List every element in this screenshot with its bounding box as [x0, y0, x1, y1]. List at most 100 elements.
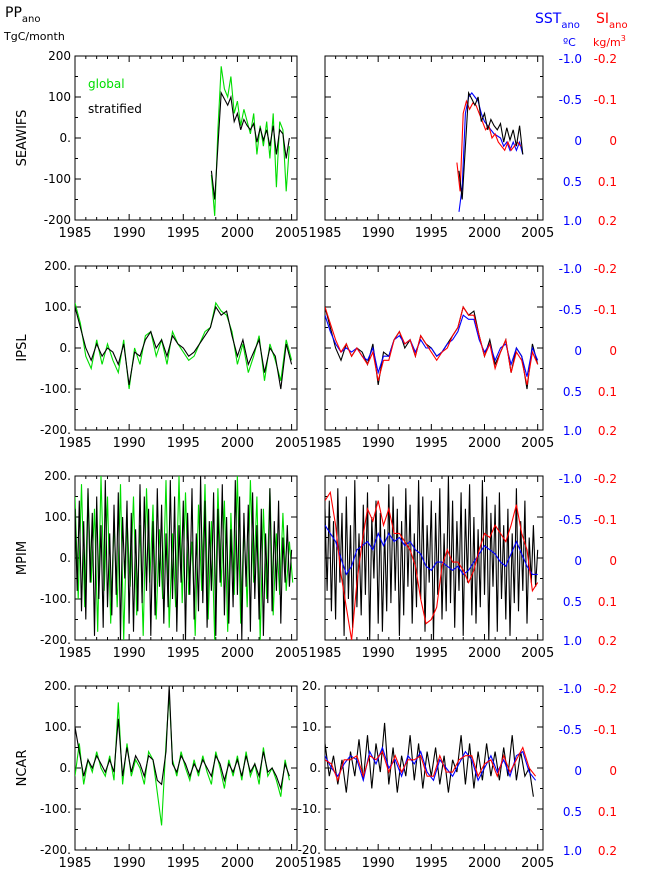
sst-scale-label: -0.5	[559, 93, 582, 107]
panel-ipsl-left: 200. 100. 0. -100. -200.1985 1990 1995 2000 2005…	[15, 259, 308, 451]
series-si	[325, 305, 539, 386]
y-tick-label: 0.	[60, 131, 71, 145]
x-tick-label: 2005	[275, 646, 308, 661]
sst-scale-label: 0	[574, 764, 582, 778]
si-scale-label: 0.2	[598, 424, 617, 438]
pp-title: PPano	[5, 5, 40, 25]
series-sst	[325, 314, 539, 377]
sst-scale-label: 0.5	[563, 805, 582, 819]
x-tick-label: 2000	[221, 856, 254, 871]
series-pp	[325, 476, 539, 640]
si-scale-label: -0.1	[594, 93, 617, 107]
si-scale-label: 0.2	[598, 214, 617, 228]
sst-scale-label: 0.5	[563, 385, 582, 399]
si-scale-label: -0.1	[594, 513, 617, 527]
x-tick-label: 1990	[362, 646, 395, 661]
si-scale-label: -0.2	[594, 682, 617, 696]
si-scale-label: -0.1	[594, 303, 617, 317]
si-title: SIano	[596, 11, 628, 31]
panel-seawifs-right: 1985 1990 1995 2000 2005 -1.0 -0.2 -0.5 -0.1 0 0 0.…	[308, 52, 617, 241]
x-tick-label: 2000	[468, 226, 501, 241]
legend-global: global	[88, 77, 125, 91]
sst-scale-label: 1.0	[563, 634, 582, 648]
x-tick-label: 1990	[113, 856, 146, 871]
si-scale-label: 0	[609, 344, 617, 358]
x-tick-label: 1985	[58, 646, 91, 661]
si-scale-label: 0.1	[598, 805, 617, 819]
x-tick-label: 1995	[167, 226, 200, 241]
sst-title: SSTano	[535, 11, 580, 31]
y-tick-label: -10.	[298, 802, 321, 816]
x-tick-label: 2005	[275, 436, 308, 451]
panel-ncar-right: 20. 10. 0. -10. -20.1985 1990 1995 2000 2005 -1.0…	[298, 679, 617, 871]
x-tick-label: 1990	[362, 226, 395, 241]
x-tick-label: 1995	[415, 436, 448, 451]
series-global	[75, 301, 293, 390]
x-tick-label: 2005	[521, 856, 554, 871]
sst-scale-label: -0.5	[559, 303, 582, 317]
si-scale-label: -0.2	[594, 262, 617, 276]
panel-mpim-right: 1985 1990 1995 2000 2005 -1.0 -0.2 -0.5 -0.1 0 0 0.…	[308, 472, 617, 661]
x-tick-label: 2005	[521, 226, 554, 241]
x-tick-label: 1985	[58, 856, 91, 871]
si-scale-label: -0.1	[594, 723, 617, 737]
panel-ncar-left: 200. 100. 0. -100. -200.1985 1990 1995 2000 2005…	[15, 679, 308, 871]
panel-ipsl-right: 1985 1990 1995 2000 2005 -1.0 -0.2 -0.5 -0.1 0 0 0.…	[308, 262, 617, 451]
y-tick-label: -100	[44, 172, 71, 186]
y-tick-label: 10.	[302, 720, 321, 734]
x-tick-label: 2005	[275, 856, 308, 871]
x-tick-label: 1985	[308, 856, 341, 871]
y-tick-label: 0.	[60, 341, 71, 355]
si-unit: kg/m3	[593, 34, 626, 49]
x-tick-label: 1990	[362, 436, 395, 451]
x-tick-label: 2000	[221, 646, 254, 661]
y-tick-label: -100.	[40, 592, 71, 606]
x-tick-label: 1990	[362, 856, 395, 871]
plot-frame	[324, 685, 544, 851]
si-scale-label: 0	[609, 554, 617, 568]
y-tick-label: 100.	[44, 300, 71, 314]
y-tick-label: 100.	[44, 510, 71, 524]
panel-mpim-left: 200. 100. 0. -100. -200.1985 1990 1995 2000 2005…	[15, 469, 308, 661]
si-scale-label: 0	[609, 134, 617, 148]
y-tick-label: -20.	[298, 843, 321, 857]
sst-scale-label: -1.0	[559, 682, 582, 696]
series-sst	[325, 524, 538, 576]
x-tick-label: 1995	[167, 856, 200, 871]
x-tick-label: 1990	[113, 646, 146, 661]
x-tick-label: 1985	[58, 226, 91, 241]
sst-scale-label: -1.0	[559, 472, 582, 486]
sst-scale-label: 1.0	[563, 844, 582, 858]
sst-scale-label: 0	[574, 344, 582, 358]
x-tick-label: 1995	[167, 646, 200, 661]
si-scale-label: 0	[609, 764, 617, 778]
y-tick-label: -200.	[40, 633, 71, 647]
y-tick-label: -100.	[40, 802, 71, 816]
x-tick-label: 1985	[308, 436, 341, 451]
x-tick-label: 1990	[113, 436, 146, 451]
row-label: IPSL	[15, 334, 30, 362]
x-tick-label: 2000	[221, 436, 254, 451]
row-label: SEAWIFS	[15, 110, 30, 167]
x-tick-label: 2000	[468, 856, 501, 871]
y-tick-label: 20.	[302, 679, 321, 693]
y-tick-label: 0.	[60, 551, 71, 565]
y-tick-label: 0.	[60, 761, 71, 775]
series-stratified	[210, 90, 290, 200]
x-tick-label: 2005	[275, 226, 308, 241]
row-label: NCAR	[15, 750, 30, 787]
header: PPano TgC/month SSTano ºC SIano kg/m3	[3, 5, 628, 49]
y-tick-label: -200	[44, 213, 71, 227]
y-tick-label: -200.	[40, 843, 71, 857]
x-tick-label: 1995	[167, 436, 200, 451]
x-tick-label: 1995	[415, 856, 448, 871]
si-scale-label: 0.1	[598, 595, 617, 609]
pp-unit: TgC/month	[3, 30, 65, 43]
sst-scale-label: 0.5	[563, 175, 582, 189]
x-tick-label: 2000	[468, 646, 501, 661]
x-tick-label: 2000	[468, 436, 501, 451]
series-pp	[458, 90, 524, 200]
x-tick-label: 1985	[58, 436, 91, 451]
